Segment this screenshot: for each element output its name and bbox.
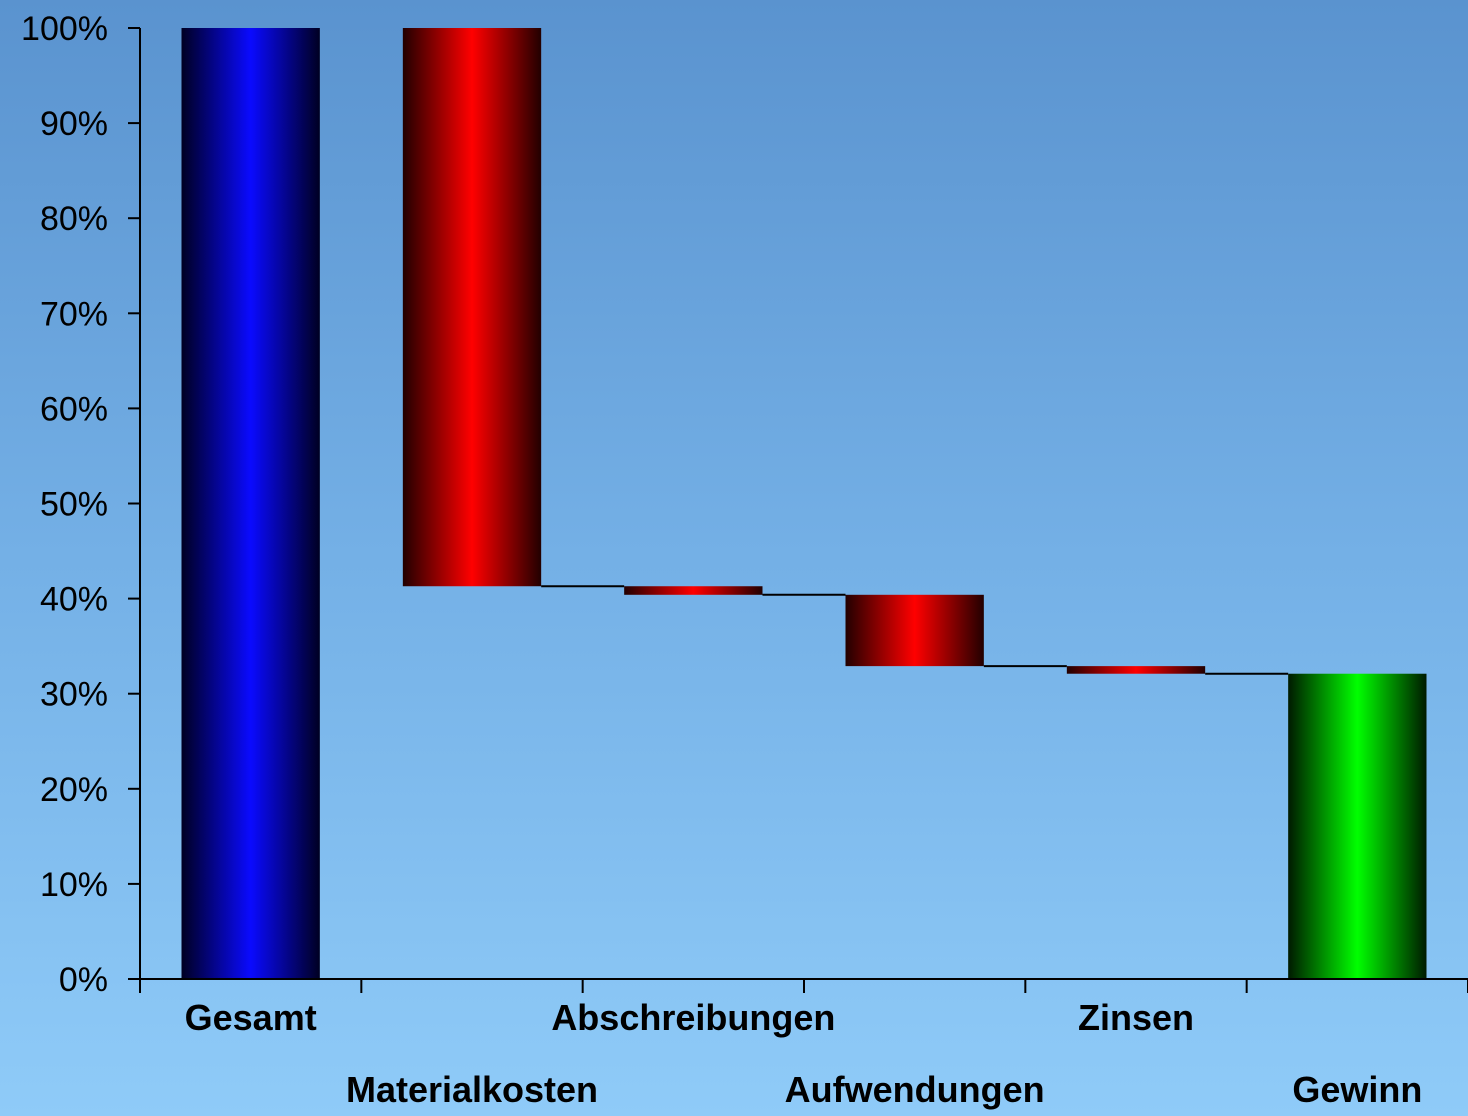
y-ticks: 0% 10% 20% 30% 40% 50% 60% 70% 80% 90% 100% (21, 10, 140, 999)
x-category-label: Gewinn (1292, 1069, 1422, 1110)
y-tick-label: 40% (40, 581, 108, 619)
y-tick-label: 50% (40, 486, 108, 524)
bar-zinsen (1066, 666, 1206, 674)
y-tick-label: 90% (40, 105, 108, 143)
x-category-label: Materialkosten (346, 1069, 598, 1110)
bar-materialkosten (402, 28, 542, 587)
x-category-label: Aufwendungen (785, 1069, 1045, 1110)
bar-aufwendungen (845, 594, 984, 667)
axes (139, 28, 1468, 980)
x-ticks (139, 979, 1468, 993)
y-tick-label: 0% (59, 961, 108, 999)
y-tick-label: 70% (40, 295, 108, 333)
connector-lines (541, 585, 1289, 675)
y-tick-label: 60% (40, 390, 108, 428)
bars: Gesamt Materialkosten Abschreibungen Aufwen… (181, 28, 1427, 1110)
bar-abschreibungen (624, 586, 763, 595)
y-tick-label: 30% (40, 676, 108, 714)
bar-gesamt (181, 28, 320, 979)
bar-gewinn (1288, 673, 1427, 979)
x-category-label: Gesamt (185, 997, 317, 1038)
y-tick-label: 10% (40, 866, 108, 904)
y-tick-label: 80% (40, 200, 108, 238)
x-category-label: Zinsen (1078, 997, 1194, 1038)
y-tick-label: 20% (40, 771, 108, 809)
x-category-label: Abschreibungen (551, 997, 835, 1038)
y-tick-label: 100% (21, 10, 108, 48)
